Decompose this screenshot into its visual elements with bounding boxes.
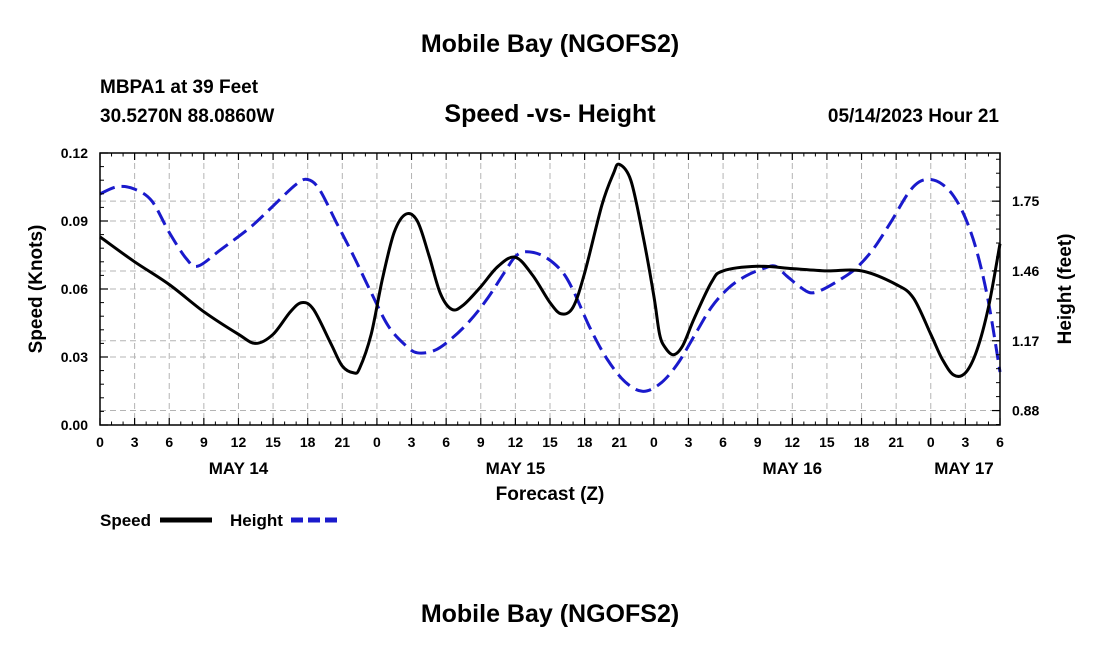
station-label: MBPA1 at 39 Feet [100, 77, 259, 98]
x-tick-label: 9 [754, 434, 762, 450]
x-tick-label: 15 [265, 434, 281, 450]
x-tick-label: 0 [927, 434, 935, 450]
x-tick-label: 18 [300, 434, 316, 450]
y-left-tick-label: 0.06 [61, 281, 88, 297]
chart-subtitle: Speed -vs- Height [444, 100, 656, 128]
day-label: MAY 15 [486, 459, 546, 478]
y-axis-right-label: Height (feet) [1055, 234, 1076, 345]
x-tick-label: 0 [650, 434, 658, 450]
x-tick-label: 12 [785, 434, 801, 450]
x-tick-label: 6 [442, 434, 450, 450]
footer-title: Mobile Bay (NGOFS2) [420, 600, 680, 628]
x-tick-label: 21 [335, 434, 351, 450]
day-label: MAY 16 [763, 459, 823, 478]
y-right-tick-label: 0.88 [1012, 403, 1039, 419]
x-tick-label: 3 [961, 434, 969, 450]
x-tick-label: 3 [131, 434, 139, 450]
x-tick-label: 12 [231, 434, 247, 450]
x-axis-label: Forecast (Z) [496, 484, 605, 505]
legend-label-height: Height [230, 511, 283, 530]
axes: 0 3 6 9 12 15 18 21 0 3 6 9 12 15 18 21 0 3 6 9 12 15 18 21 0 3 6M… [61, 145, 1040, 478]
forecast-datetime: 05/14/2023 Hour 21 [827, 106, 999, 127]
x-tick-label: 6 [165, 434, 173, 450]
y-left-tick-label: 0.09 [61, 213, 88, 229]
x-tick-label: 15 [542, 434, 558, 450]
x-tick-label: 21 [611, 434, 627, 450]
y-left-tick-label: 0.03 [61, 349, 88, 365]
x-tick-label: 12 [508, 434, 524, 450]
y-right-tick-label: 1.17 [1012, 333, 1039, 349]
x-tick-label: 0 [373, 434, 381, 450]
x-tick-label: 15 [819, 434, 835, 450]
x-tick-label: 9 [200, 434, 208, 450]
series-layer [99, 162, 1002, 393]
x-tick-label: 9 [477, 434, 485, 450]
y-left-tick-label: 0.00 [61, 417, 88, 433]
legend: Speed Height [100, 511, 342, 530]
x-tick-label: 0 [96, 434, 104, 450]
day-label: MAY 17 [934, 459, 994, 478]
series-line-speed [99, 162, 1002, 378]
x-tick-label: 6 [719, 434, 727, 450]
series-line-height [99, 177, 1002, 393]
y-left-tick-label: 0.12 [61, 145, 88, 161]
x-tick-label: 18 [577, 434, 593, 450]
x-tick-label: 3 [685, 434, 693, 450]
y-right-tick-label: 1.75 [1012, 193, 1039, 209]
legend-label-speed: Speed [100, 511, 151, 530]
day-label: MAY 14 [209, 459, 269, 478]
y-right-tick-label: 1.46 [1012, 263, 1039, 279]
grid [100, 153, 1000, 425]
x-tick-label: 3 [408, 434, 416, 450]
x-tick-label: 6 [996, 434, 1004, 450]
x-tick-label: 21 [888, 434, 904, 450]
x-tick-label: 18 [854, 434, 870, 450]
chart-title: Mobile Bay (NGOFS2) [420, 30, 680, 58]
coordinates-label: 30.5270N 88.0860W [100, 106, 275, 127]
y-axis-left-label: Speed (Knots) [26, 225, 47, 354]
